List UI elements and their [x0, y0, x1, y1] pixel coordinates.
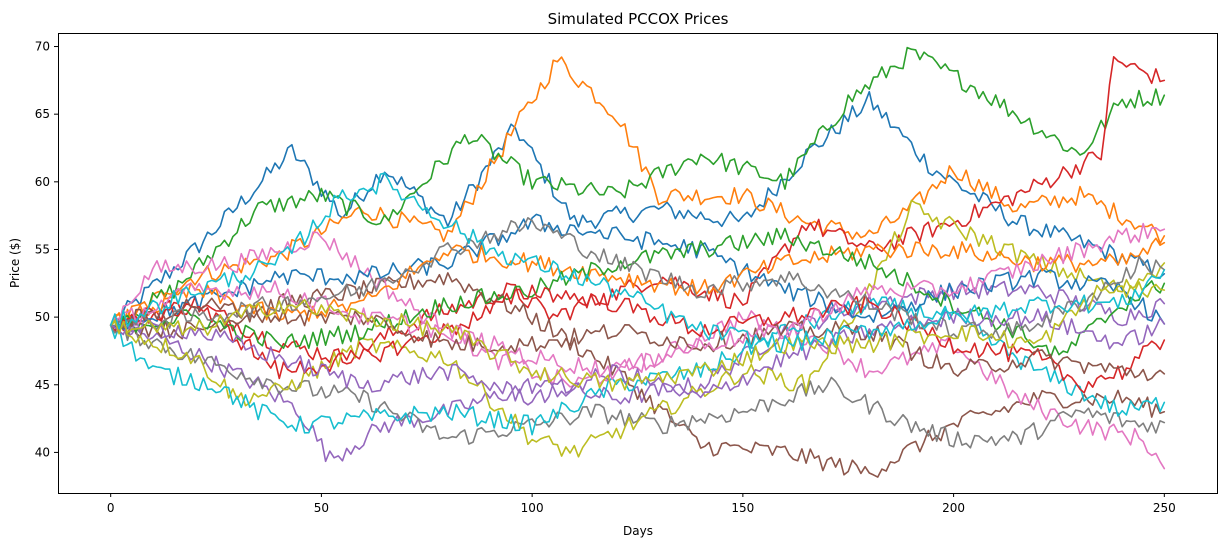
- series-line-11: [109, 213, 1166, 330]
- x-tick-label: 50: [314, 501, 329, 515]
- series-line-7: [109, 231, 1166, 470]
- series-line-8: [109, 320, 1166, 449]
- series-line-15: [109, 307, 1166, 406]
- plot-frame: [58, 33, 1218, 494]
- series-line-6: [109, 272, 1166, 478]
- series-line-12: [109, 237, 1166, 328]
- series-line-3: [109, 46, 1166, 331]
- y-tick-label: 50: [35, 310, 50, 324]
- x-tick-label: 250: [1153, 501, 1176, 515]
- series-line-14: [109, 284, 1166, 394]
- y-tick-label: 45: [35, 378, 50, 392]
- y-axis-label: Price ($): [8, 238, 22, 288]
- series-line-5: [109, 280, 1166, 463]
- x-tick-label: 0: [107, 501, 115, 515]
- series-line-1: [109, 90, 1166, 326]
- series-line-2: [109, 56, 1166, 326]
- x-tick-label: 200: [942, 501, 965, 515]
- x-axis-label: Days: [623, 524, 653, 538]
- ticks-layer: 0 50 100 150 200 250 40 45 50 55 60 65 70: [35, 40, 1176, 515]
- y-tick-label: 70: [35, 40, 50, 54]
- chart-title: Simulated PCCOX Prices: [548, 10, 729, 28]
- series-line-19: [109, 281, 1166, 392]
- series-line-4: [109, 56, 1166, 365]
- y-tick-label: 65: [35, 107, 50, 121]
- y-tick-label: 60: [35, 175, 50, 189]
- y-tick-label: 40: [35, 445, 50, 459]
- series-layer: [109, 46, 1166, 478]
- series-line-20: [109, 172, 1166, 354]
- y-tick-label: 55: [35, 242, 50, 256]
- series-line-16: [109, 297, 1166, 382]
- series-line-18: [109, 217, 1166, 341]
- series-line-17: [109, 222, 1166, 381]
- x-tick-label: 100: [521, 501, 544, 515]
- series-line-9: [109, 199, 1166, 458]
- x-tick-label: 150: [731, 501, 754, 515]
